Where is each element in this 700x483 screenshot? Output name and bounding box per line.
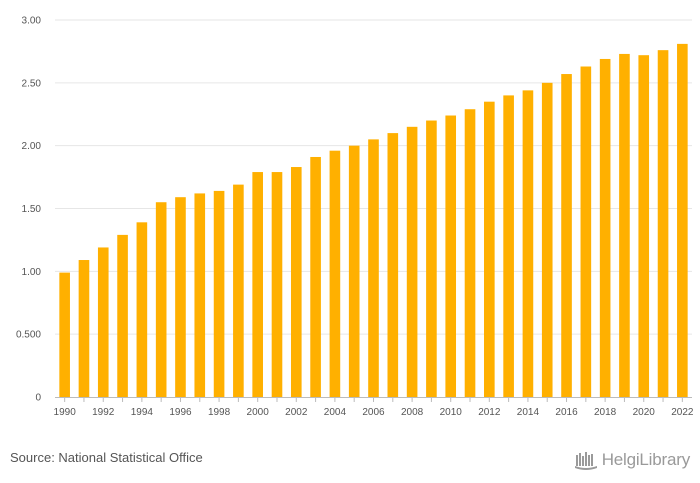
x-tick-label: 2004 (324, 407, 347, 418)
bar-2010[interactable] (445, 115, 457, 397)
x-tick-label: 1992 (92, 407, 115, 418)
y-tick-label: 0 (35, 393, 41, 404)
y-tick-label: 0.500 (16, 330, 41, 341)
bar-2009[interactable] (426, 120, 437, 397)
bar-1991[interactable] (78, 260, 90, 397)
y-tick-label: 2.00 (22, 141, 42, 152)
bar-2014[interactable] (522, 90, 534, 398)
y-tick-label: 2.50 (22, 78, 42, 89)
footer: Source: National Statistical Office Helg… (0, 440, 700, 483)
y-tick-label: 1.50 (22, 204, 42, 215)
bar-1990[interactable] (59, 272, 70, 397)
bar-1996[interactable] (175, 197, 186, 397)
bar-2018[interactable] (599, 58, 611, 398)
bar-1999[interactable] (233, 184, 244, 397)
x-tick-label: 2008 (401, 407, 424, 418)
bar-2011[interactable] (464, 109, 476, 397)
x-tick-label: 2018 (594, 407, 617, 418)
x-tick-label: 2000 (247, 407, 270, 418)
bar-2020[interactable] (638, 55, 650, 397)
bar-2003[interactable] (310, 156, 321, 397)
bar-2006[interactable] (368, 139, 379, 397)
x-axis: 1990 1992 1994 1996 1998 2000 2002 2004 2006 2008… (54, 397, 694, 418)
bar-1997[interactable] (194, 193, 206, 397)
bar-2002[interactable] (290, 167, 302, 397)
bar-2001[interactable] (271, 172, 283, 397)
bar-2013[interactable] (503, 95, 514, 398)
bar-2022[interactable] (677, 43, 688, 397)
x-tick-label: 2012 (478, 407, 501, 418)
bars (59, 43, 688, 398)
x-tick-label: 2022 (671, 407, 694, 418)
y-tick-label: 1.00 (22, 267, 42, 278)
bar-2015[interactable] (541, 82, 553, 397)
bar-1998[interactable] (213, 190, 225, 397)
bar-1995[interactable] (155, 202, 167, 397)
x-tick-label: 2002 (285, 407, 308, 418)
x-tick-label: 2016 (555, 407, 578, 418)
bar-1994[interactable] (136, 222, 148, 397)
library-logo-icon (574, 452, 597, 470)
chart: 0 0.500 1.00 1.50 2.00 2.50 3.00 1990 1992 1994 1… (16, 16, 694, 419)
y-tick-label: 3.00 (22, 16, 42, 27)
bar-2016[interactable] (561, 74, 572, 397)
brand-name: HelgiLibrary (601, 450, 691, 469)
x-tick-label: 2010 (440, 407, 463, 418)
bar-2004[interactable] (329, 150, 341, 397)
bar-2007[interactable] (387, 133, 399, 397)
bar-2005[interactable] (348, 145, 360, 397)
bar-2012[interactable] (484, 101, 495, 398)
brand-logo[interactable]: HelgiLibrary (574, 447, 690, 473)
x-tick-label: 1996 (169, 407, 192, 418)
x-tick-label: 1994 (131, 407, 154, 418)
bar-2008[interactable] (406, 126, 418, 397)
bar-2000[interactable] (252, 172, 263, 397)
x-tick-label: 1990 (54, 407, 77, 418)
bar-1993[interactable] (117, 234, 128, 397)
x-tick-label: 2006 (362, 407, 385, 418)
bar-1992[interactable] (97, 247, 109, 397)
source-note: Source: National Statistical Office (10, 450, 203, 465)
x-tick-label: 2014 (517, 407, 540, 418)
bar-2019[interactable] (619, 53, 630, 398)
bar-2021[interactable] (657, 50, 669, 397)
y-axis-labels: 0 0.500 1.00 1.50 2.00 2.50 3.00 (16, 16, 41, 404)
x-tick-label: 2020 (633, 407, 656, 418)
bar-2017[interactable] (580, 66, 592, 398)
x-tick-label: 1998 (208, 407, 231, 418)
